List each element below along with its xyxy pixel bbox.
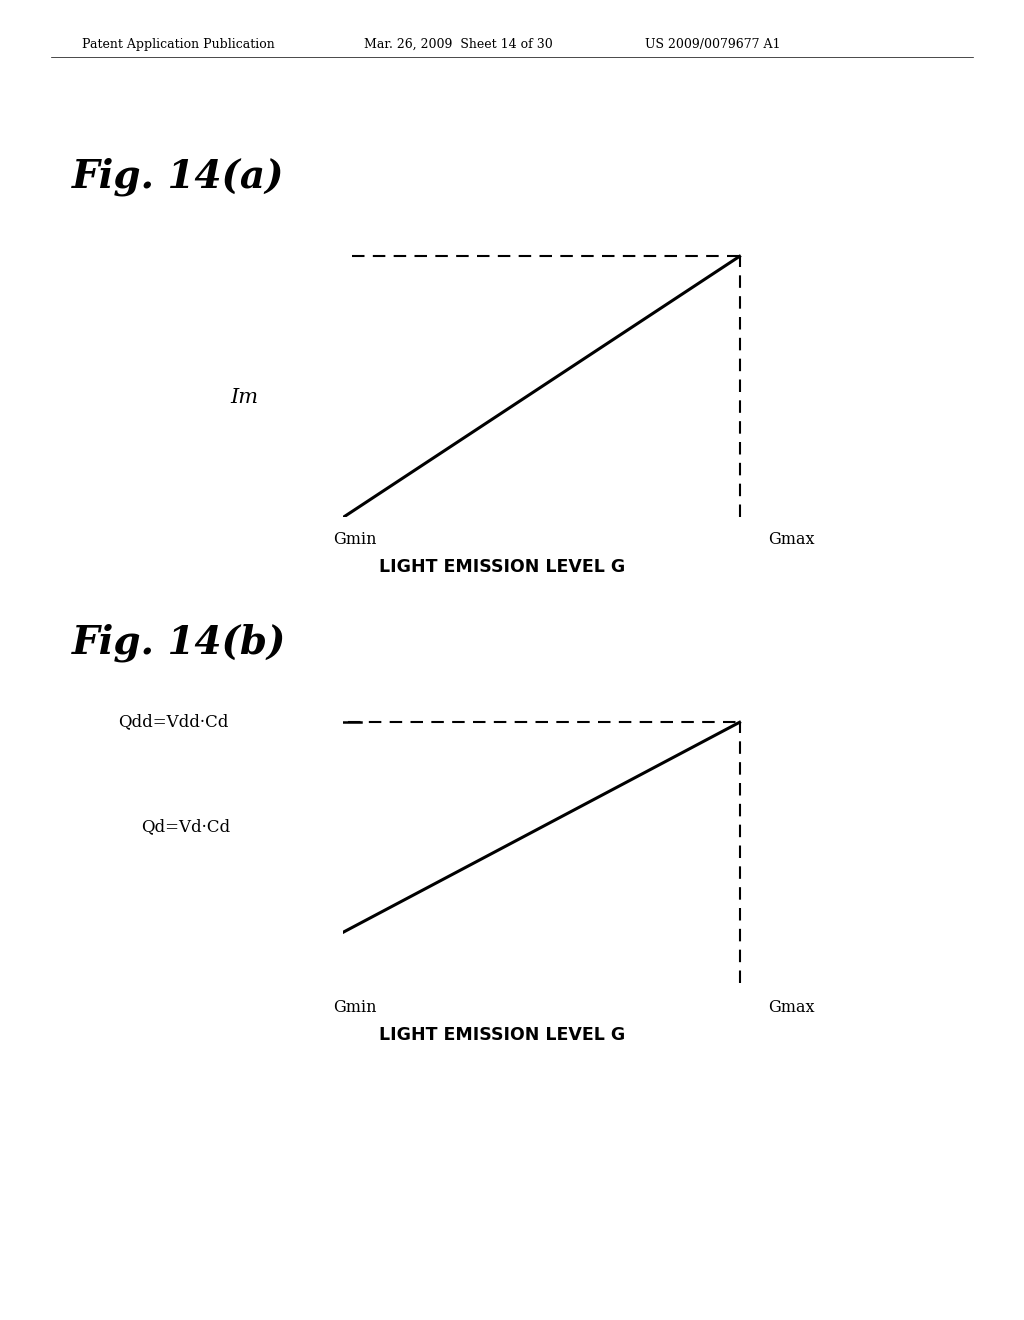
Text: LIGHT EMISSION LEVEL G: LIGHT EMISSION LEVEL G <box>379 1026 625 1044</box>
Text: Im: Im <box>230 388 258 407</box>
Text: Qdd=Vdd·Cd: Qdd=Vdd·Cd <box>118 713 228 730</box>
Text: Patent Application Publication: Patent Application Publication <box>82 37 274 50</box>
Text: Qd=Vd·Cd: Qd=Vd·Cd <box>141 818 230 836</box>
Text: Fig. 14(a): Fig. 14(a) <box>72 157 285 195</box>
Text: Gmax: Gmax <box>768 999 814 1016</box>
Text: Fig. 14(b): Fig. 14(b) <box>72 623 286 661</box>
Text: LIGHT EMISSION LEVEL G: LIGHT EMISSION LEVEL G <box>379 557 625 576</box>
Text: US 2009/0079677 A1: US 2009/0079677 A1 <box>645 37 780 50</box>
Text: Mar. 26, 2009  Sheet 14 of 30: Mar. 26, 2009 Sheet 14 of 30 <box>364 37 552 50</box>
Text: Gmax: Gmax <box>768 531 814 548</box>
Text: Gmin: Gmin <box>333 999 376 1016</box>
Text: Gmin: Gmin <box>333 531 376 548</box>
